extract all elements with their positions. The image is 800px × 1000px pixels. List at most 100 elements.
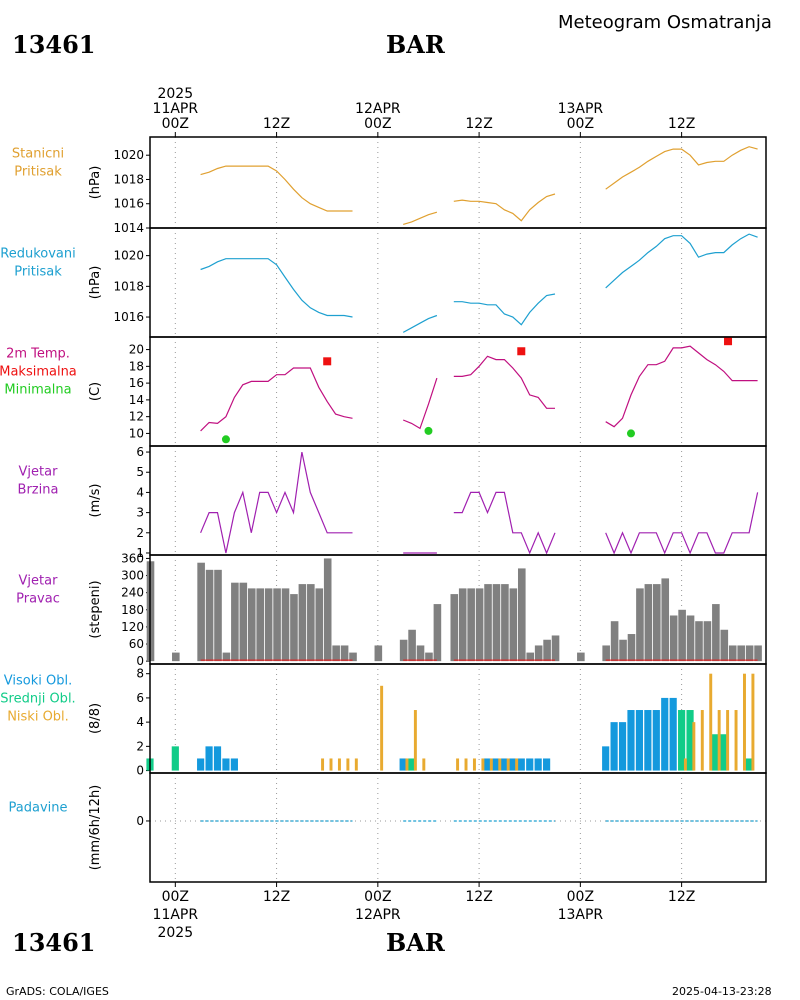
- cloud-bar: [700, 710, 704, 771]
- station-id-top: 13461: [12, 30, 96, 59]
- cloud-bar: [627, 710, 635, 771]
- x-tick-label-bottom: 00Z: [162, 889, 189, 905]
- y-tick-label: 300: [121, 569, 144, 583]
- panel-label: Maksimalna: [0, 365, 77, 380]
- cloud-bar: [171, 746, 179, 771]
- cloud-bar: [652, 710, 660, 771]
- direction-bar: [408, 629, 416, 662]
- cloud-bar: [413, 710, 417, 771]
- direction-bar: [298, 584, 307, 662]
- station-name-top: BAR: [386, 30, 445, 59]
- direction-bar: [509, 588, 518, 662]
- panel-label: Vjetar: [19, 574, 59, 589]
- cloud-bar: [618, 722, 627, 771]
- cloud-bar: [399, 758, 407, 771]
- direction-bar: [172, 652, 180, 662]
- direction-bar: [653, 584, 661, 662]
- x-tick-label-bottom: 00Z: [567, 889, 594, 905]
- series-line: [200, 258, 353, 318]
- x-tick-label-top: 00Z: [162, 116, 189, 132]
- cloud-bar: [380, 685, 384, 771]
- panel-label: 2m Temp.: [6, 347, 70, 362]
- y-tick-label: 120: [121, 620, 144, 634]
- direction-bar: [222, 652, 231, 662]
- cloud-bar: [711, 734, 719, 771]
- series-line: [402, 377, 438, 430]
- y-tick-label: 18: [129, 359, 144, 373]
- x-tick-label-top: 12Z: [465, 116, 492, 132]
- direction-bar: [619, 639, 627, 662]
- cloud-bar: [456, 758, 460, 771]
- panel-precip: [146, 772, 767, 883]
- min-temp-marker: [221, 435, 230, 444]
- cloud-bar: [635, 710, 644, 771]
- direction-bar: [374, 645, 383, 662]
- cloud-bar: [492, 758, 500, 771]
- x-tick-label-bottom: 12Z: [263, 889, 290, 905]
- cloud-bar: [745, 758, 753, 771]
- y-tick-label: 2: [136, 739, 144, 753]
- series-line: [200, 451, 353, 554]
- cloud-bar: [543, 758, 551, 771]
- direction-bar: [551, 635, 560, 662]
- cloud-bar: [222, 758, 230, 771]
- cloud-bar: [517, 758, 525, 771]
- y-tick-label: 1018: [113, 172, 144, 186]
- y-tick-label: 360: [121, 551, 144, 565]
- x-tick-label-top: 12Z: [668, 116, 695, 132]
- direction-bar: [627, 634, 636, 662]
- direction-bar: [323, 558, 332, 662]
- y-tick-label: 1014: [113, 221, 144, 235]
- direction-bar: [534, 645, 543, 662]
- cloud-bar: [692, 722, 696, 771]
- y-tick-label: 4: [136, 485, 144, 499]
- direction-bar: [712, 604, 720, 662]
- station-id-bottom: 13461: [12, 928, 96, 957]
- direction-bar: [636, 588, 644, 662]
- min-temp-marker: [424, 426, 433, 435]
- x-tick-label-top: 2025: [157, 86, 193, 102]
- cloud-bar: [751, 673, 755, 771]
- y-tick-label: 240: [121, 586, 144, 600]
- y-tick-label: 1020: [113, 249, 144, 263]
- series-line: [453, 491, 556, 555]
- direction-bar: [577, 652, 585, 662]
- series-line: [453, 293, 556, 326]
- cloud-bar: [337, 758, 341, 771]
- direction-bar: [703, 621, 712, 662]
- x-tick-label-top: 12Z: [263, 116, 290, 132]
- y-tick-label: 1020: [113, 148, 144, 162]
- direction-bar: [754, 645, 762, 662]
- cloud-bar: [602, 746, 610, 771]
- cloud-bar: [205, 746, 213, 771]
- cloud-bar: [709, 673, 713, 771]
- series-line: [605, 146, 758, 190]
- y-tick-label: 14: [129, 393, 144, 407]
- cloud-bar: [489, 758, 493, 771]
- direction-bar: [678, 609, 686, 662]
- panel-label: Minimalna: [4, 383, 71, 398]
- direction-bar: [720, 629, 729, 662]
- cloud-bar: [661, 697, 669, 771]
- cloud-bar: [354, 758, 358, 771]
- series-line: [453, 355, 555, 409]
- series-line: [453, 193, 556, 222]
- cloud-bar: [610, 722, 618, 771]
- y-tick-label: 1: [136, 546, 144, 560]
- x-tick-label-bottom: 12Z: [668, 889, 695, 905]
- panel-frame: [149, 336, 767, 447]
- y-tick-label: 4: [136, 715, 144, 729]
- panel-wind: [146, 445, 767, 556]
- direction-bar: [425, 652, 433, 662]
- panel-frame: [149, 772, 767, 883]
- cloud-bar: [506, 758, 510, 771]
- direction-bar: [433, 604, 442, 662]
- direction-bar: [290, 594, 298, 662]
- cloud-bar: [734, 710, 738, 771]
- max-temp-marker: [323, 357, 332, 366]
- y-tick-label: 10: [129, 426, 144, 440]
- direction-bar: [610, 621, 619, 662]
- cloud-bar: [720, 734, 728, 771]
- direction-bar: [349, 652, 357, 662]
- direction-bar: [307, 584, 315, 662]
